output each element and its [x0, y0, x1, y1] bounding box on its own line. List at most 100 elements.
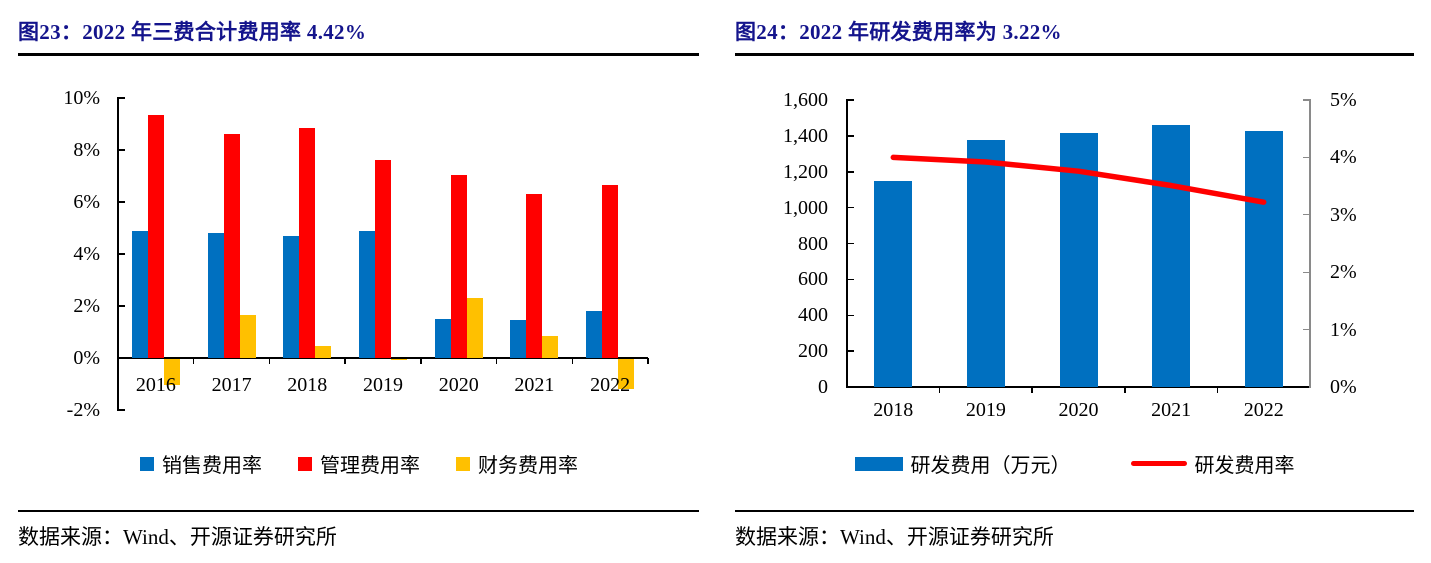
rd-expense-rate-line — [890, 154, 1267, 205]
bar-研发费用（万元）-2020 — [1059, 133, 1098, 387]
figure24-title: 图24：2022 年研发费用率为 3.22% — [735, 20, 1062, 44]
bar-管理费用率-2016 — [147, 114, 164, 358]
y-axis-tick — [118, 409, 125, 411]
right-y-axis-tick — [1303, 386, 1310, 388]
right-y-axis-tick — [1303, 156, 1310, 158]
left-y-axis-label: 800 — [798, 232, 828, 255]
x-axis-label: 2021 — [1151, 399, 1192, 421]
bar-研发费用（万元）-2019 — [966, 140, 1005, 387]
x-axis-line — [117, 357, 648, 359]
bar-管理费用率-2022 — [602, 185, 619, 358]
bar-财务费用率-2021 — [542, 335, 559, 358]
x-axis-label: 2018 — [287, 374, 328, 396]
x-axis-label: 2021 — [514, 374, 555, 396]
bar-研发费用（万元）-2018 — [874, 180, 913, 387]
y-axis-label: 0% — [73, 347, 100, 369]
rd-expense-bar-swatch-icon — [854, 456, 903, 471]
figure24-legend: 研发费用（万元） 研发费用率 — [735, 449, 1414, 478]
y-axis-tick — [118, 97, 125, 99]
bar-财务费用率-2016 — [163, 358, 180, 385]
left-y-axis-label: 600 — [798, 268, 828, 291]
rd-expense-rate-line-swatch-icon — [1130, 461, 1187, 466]
legend-label-sales-expense: 销售费用率 — [162, 455, 262, 477]
legend-label-rd-expense-rate: 研发费用率 — [1194, 455, 1295, 477]
x-axis-tick — [571, 358, 574, 364]
bar-财务费用率-2018 — [315, 346, 332, 358]
left-y-axis-label: 200 — [798, 340, 828, 363]
x-axis-label: 2018 — [873, 399, 914, 421]
x-axis-label: 2019 — [965, 399, 1006, 421]
y-axis-line — [117, 97, 119, 411]
right-y-axis-tick — [1303, 271, 1310, 273]
left-y-axis-line — [846, 99, 848, 388]
figure23-title-rule — [18, 53, 699, 56]
x-axis-tick — [1216, 387, 1219, 393]
left-y-axis-tick — [847, 314, 854, 316]
right-y-axis-tick — [1303, 214, 1310, 216]
figure23-source-rule — [18, 510, 699, 512]
bar-管理费用率-2018 — [299, 127, 316, 358]
bar-销售费用率-2022 — [586, 311, 603, 358]
x-axis-tick — [420, 358, 422, 364]
left-y-axis-tick — [847, 386, 854, 388]
left-y-axis-tick — [847, 206, 854, 209]
y-axis-label: -2% — [66, 399, 100, 421]
x-axis-label: 2022 — [590, 374, 631, 396]
bar-财务费用率-2022 — [618, 358, 635, 389]
bar-销售费用率-2021 — [510, 320, 527, 358]
right-y-axis-label: 1% — [1330, 318, 1357, 341]
right-y-axis-label: 5% — [1330, 89, 1357, 111]
figure24-source: 数据来源：Wind、开源证券研究所 — [735, 525, 1054, 549]
legend-label-admin-expense: 管理费用率 — [320, 455, 420, 477]
bar-销售费用率-2019 — [359, 230, 375, 358]
left-y-axis-tick — [847, 350, 854, 352]
bar-销售费用率-2017 — [207, 233, 224, 358]
x-axis-tick — [344, 358, 346, 364]
legend-item-rd-expense-rate: 研发费用率 — [1130, 449, 1295, 478]
legend-label-rd-expense: 研发费用（万元） — [910, 455, 1071, 477]
admin-expense-swatch-icon — [298, 456, 312, 471]
bar-财务费用率-2020 — [466, 298, 483, 358]
sales-expense-swatch-icon — [140, 456, 154, 471]
right-y-axis-label: 0% — [1330, 376, 1357, 398]
bar-财务费用率-2019 — [391, 358, 407, 361]
x-axis-label: 2019 — [363, 374, 403, 396]
y-axis-label: 4% — [73, 243, 100, 265]
x-axis-label: 2020 — [438, 374, 479, 396]
legend-item-admin-expense: 管理费用率 — [298, 449, 420, 478]
right-y-axis-label: 2% — [1330, 261, 1357, 284]
legend-item-sales-expense: 销售费用率 — [140, 449, 262, 478]
y-axis-tick — [118, 305, 125, 307]
y-axis-label: 8% — [73, 139, 100, 161]
x-axis-tick — [268, 358, 271, 364]
bar-销售费用率-2018 — [283, 235, 300, 358]
x-axis-tick — [495, 358, 498, 364]
left-y-axis-label: 400 — [798, 304, 828, 327]
x-axis-tick — [1124, 387, 1126, 393]
finance-expense-swatch-icon — [456, 456, 470, 471]
legend-item-rd-expense: 研发费用（万元） — [854, 449, 1071, 478]
x-axis-tick — [938, 387, 941, 393]
right-y-axis-tick — [1303, 329, 1310, 331]
bar-管理费用率-2020 — [450, 174, 467, 358]
figure23-title: 图23：2022 年三费合计费用率 4.42% — [18, 20, 367, 44]
x-axis-label: 2020 — [1058, 399, 1099, 421]
y-axis-tick — [118, 357, 125, 359]
figure24-source-rule — [735, 510, 1414, 512]
bar-管理费用率-2017 — [223, 134, 240, 358]
bar-销售费用率-2016 — [131, 230, 148, 358]
left-y-axis-label: 1,000 — [783, 196, 828, 219]
bar-研发费用（万元）-2022 — [1244, 131, 1283, 387]
y-axis-label: 2% — [73, 295, 100, 317]
y-axis-label: 6% — [73, 191, 100, 213]
legend-item-finance-expense: 财务费用率 — [456, 449, 578, 478]
y-axis-label: 10% — [63, 87, 100, 109]
x-axis-line — [846, 386, 1311, 388]
bar-管理费用率-2021 — [526, 194, 543, 358]
left-y-axis-tick — [847, 242, 854, 245]
right-y-axis-line — [1309, 99, 1311, 388]
